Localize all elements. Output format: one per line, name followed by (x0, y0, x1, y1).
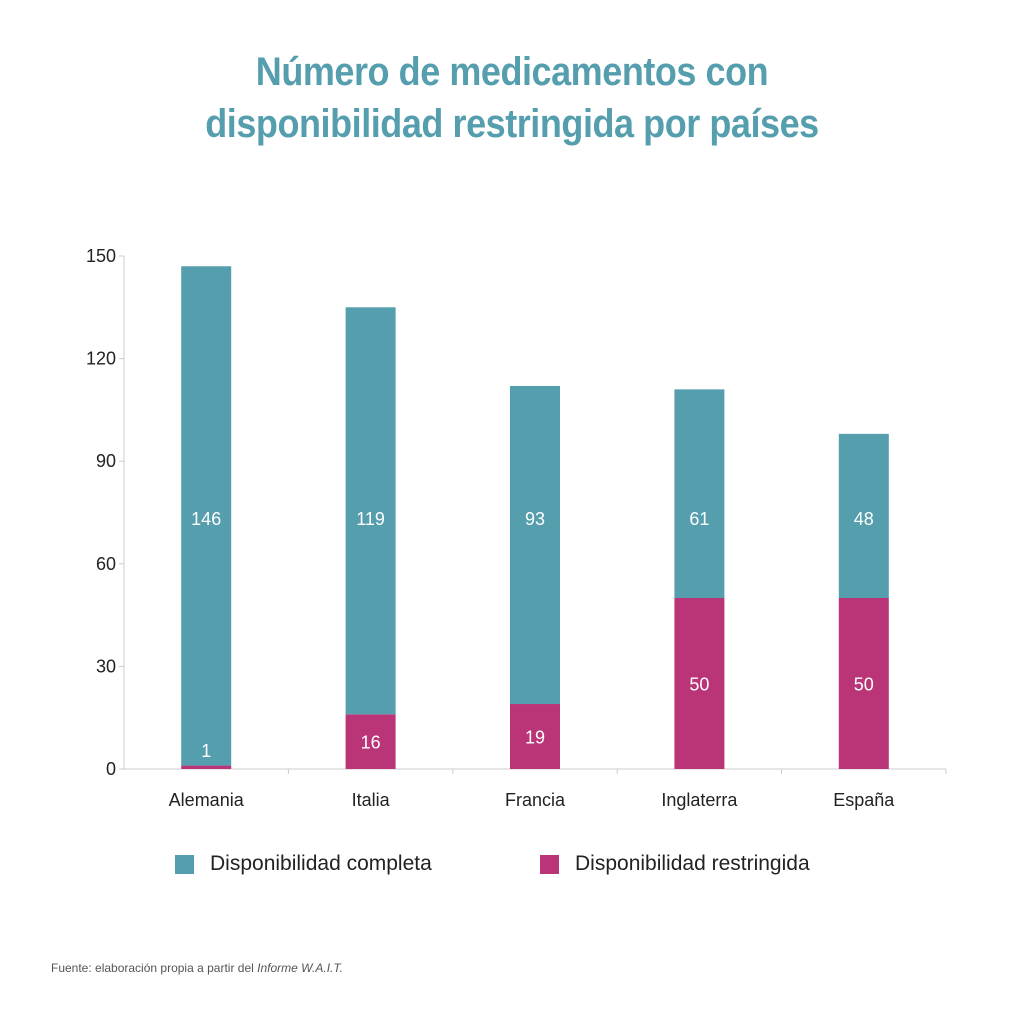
x-tick-label: España (833, 790, 895, 810)
chart-title-line-1: Número de medicamentos con (255, 50, 769, 94)
legend-swatch-completa (175, 854, 194, 874)
data-label-completa: 119 (356, 509, 385, 529)
source-report-name: Informe W.A.I.T. (257, 961, 343, 975)
bar-restringida-españa (838, 598, 889, 769)
data-label-restringida: 50 (854, 675, 874, 695)
bar-completa-alemania (181, 266, 232, 766)
data-label-restringida: 19 (525, 728, 545, 748)
data-label-completa: 48 (854, 509, 874, 529)
data-label-completa: 61 (689, 509, 709, 529)
y-tick-label: 60 (96, 554, 116, 574)
bar-restringida-francia (510, 704, 560, 769)
x-tick-label: Francia (505, 790, 566, 810)
x-tick-label: Alemania (169, 790, 245, 810)
chart-title-line-2: disponibilidad restringida por países (205, 102, 819, 146)
legend-item-restringida: Disponibilidad restringida (540, 852, 810, 876)
data-label-completa: 93 (525, 509, 545, 529)
legend-label-restringida: Disponibilidad restringida (575, 852, 810, 875)
bar-completa-españa (838, 433, 889, 598)
y-tick-label: 120 (86, 349, 116, 369)
legend-item-completa: Disponibilidad completa (175, 852, 432, 876)
legend-label-completa: Disponibilidad completa (210, 852, 432, 875)
bar-completa-italia (345, 307, 396, 715)
bar-restringida-inglaterra (674, 598, 725, 769)
bar-completa-francia (510, 385, 560, 705)
y-tick-label: 30 (96, 656, 116, 676)
y-tick-label: 90 (96, 451, 116, 471)
bar-restringida-italia (345, 714, 396, 769)
data-label-restringida: 1 (201, 741, 211, 761)
chart-bars (181, 266, 889, 769)
source-note: Fuente: elaboración propia a partir del … (51, 961, 343, 975)
x-tick-label: Italia (352, 790, 391, 810)
bar-completa-inglaterra (674, 389, 725, 598)
data-label-restringida: 50 (689, 675, 709, 695)
chart-data-labels: 146 1 119 16 93 19 61 50 48 50 (191, 509, 874, 761)
data-label-restringida: 16 (361, 733, 381, 753)
y-tick-label: 0 (106, 759, 116, 779)
x-tick-label: Inglaterra (661, 790, 738, 810)
bar-restringida-alemania (181, 765, 232, 769)
source-prefix: Fuente: elaboración propia a partir del (51, 961, 258, 975)
legend-swatch-restringida (540, 854, 559, 874)
y-tick-label: 150 (86, 246, 116, 266)
data-label-completa: 146 (191, 509, 221, 529)
